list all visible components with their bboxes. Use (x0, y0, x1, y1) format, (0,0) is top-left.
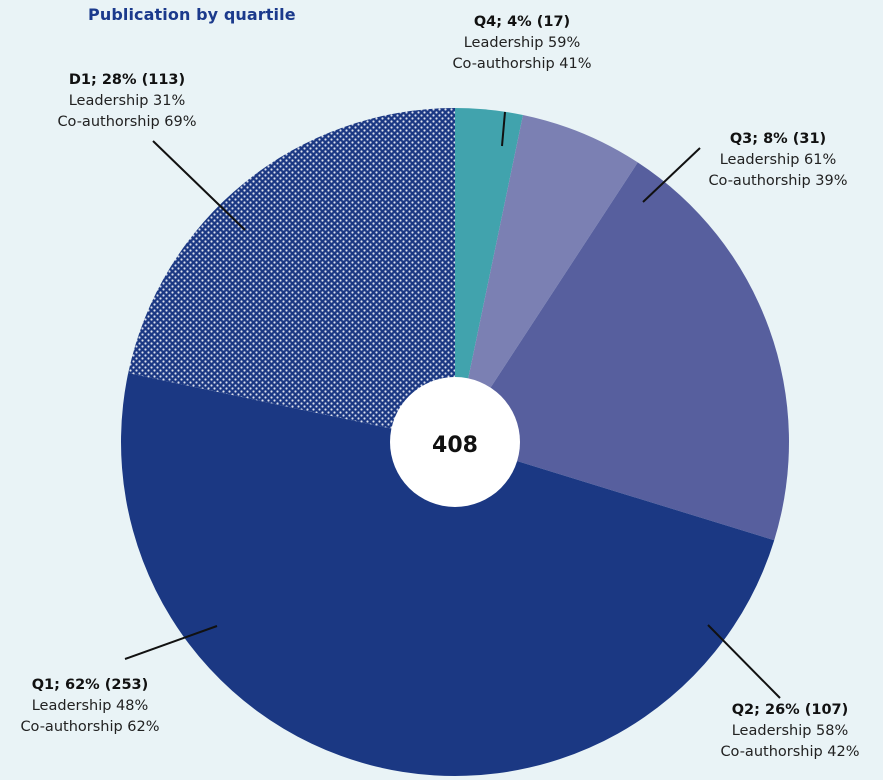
label-q3-leadership: Leadership 61% (719, 152, 837, 168)
label-q4-leadership: Leadership 59% (463, 35, 581, 51)
label-q3-title: Q3; 8% (31) (729, 131, 827, 147)
pie-slice-q1 (121, 373, 775, 776)
pie-slice-q4 (455, 108, 523, 442)
label-q1: Q1; 62% (253) Leadership 48% Co-authorsh… (6, 675, 174, 738)
pie-slice-q3 (455, 114, 638, 443)
leader-line-q1 (124, 625, 218, 660)
leader-line-q3 (642, 147, 701, 203)
label-d1-title: D1; 28% (113) (68, 72, 186, 88)
pie-slice-d1 (128, 108, 455, 442)
label-d1-coauthorship: Co-authorship 69% (57, 114, 197, 130)
center-total-label: 408 (432, 433, 478, 458)
leader-line-q2 (707, 624, 781, 699)
label-q3-coauthorship: Co-authorship 39% (708, 173, 848, 189)
label-q2-title: Q2; 26% (107) (731, 702, 849, 718)
label-q1-title: Q1; 62% (253) (31, 677, 149, 693)
label-q4-title: Q4; 4% (17) (473, 14, 571, 30)
label-q4-coauthorship: Co-authorship 41% (452, 56, 592, 72)
label-q2-leadership: Leadership 58% (731, 723, 849, 739)
label-q1-coauthorship: Co-authorship 62% (20, 719, 160, 735)
label-q2: Q2; 26% (107) Leadership 58% Co-authorsh… (706, 700, 874, 763)
label-d1-leadership: Leadership 31% (68, 93, 186, 109)
pie-slice-q2 (455, 162, 789, 541)
label-q3: Q3; 8% (31) Leadership 61% Co-authorship… (693, 129, 863, 192)
leader-line-q4 (501, 111, 506, 147)
chart-title: Publication by quartile (88, 5, 296, 24)
label-q4: Q4; 4% (17) Leadership 59% Co-authorship… (442, 12, 602, 75)
label-d1: D1; 28% (113) Leadership 31% Co-authorsh… (42, 70, 212, 133)
label-q1-leadership: Leadership 48% (31, 698, 149, 714)
label-q2-coauthorship: Co-authorship 42% (720, 744, 860, 760)
leader-line-d1 (152, 140, 246, 231)
center-hole (390, 377, 520, 507)
